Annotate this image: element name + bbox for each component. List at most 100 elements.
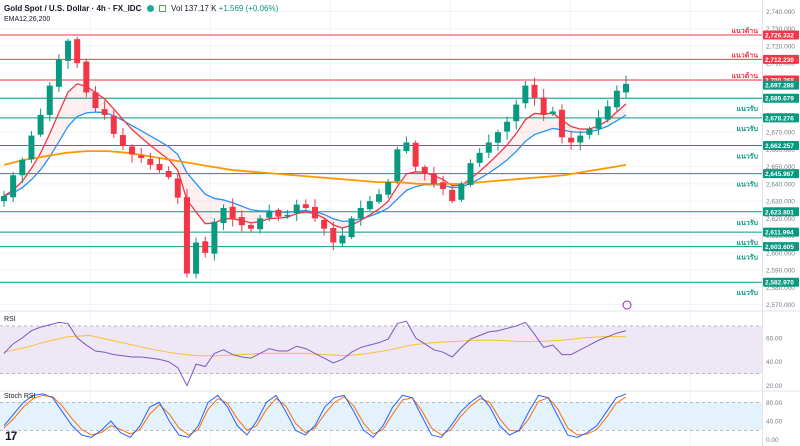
candle-body [165, 171, 172, 177]
price-axis[interactable]: 2,740.0002,730.0002,720.0002,710.0002,70… [763, 9, 799, 309]
rsi-line [3, 320, 627, 387]
candle-body [613, 90, 620, 108]
candle-body [568, 137, 575, 143]
support-name: แนวรับ [737, 105, 759, 113]
candle-body [394, 149, 401, 182]
resistance-name: แนวต้าน [732, 71, 759, 80]
candle-body [430, 173, 437, 184]
ema200-line [3, 150, 627, 185]
candle-body [494, 132, 501, 143]
candle-body [101, 109, 108, 115]
price-tick-label: 2,710.000 [766, 61, 795, 68]
visibility-icon[interactable] [158, 5, 166, 12]
ema-indicator-label[interactable]: EMA12,26,200 [4, 16, 51, 23]
support-resistance-levels: แนวต้านแนวต้านแนวต้านแนวรับแนวรับแนวรับแ… [0, 26, 762, 297]
price-level-label: 2,712.230 [765, 57, 794, 64]
candle-body [92, 92, 99, 108]
price-level-badge [763, 242, 799, 252]
price-level-badge [763, 227, 799, 237]
candle-body [586, 128, 593, 135]
candle-body [577, 135, 584, 143]
price-level-badge [763, 277, 799, 287]
candle-body [147, 158, 154, 165]
candle-body [421, 166, 428, 174]
rsi-band [0, 325, 762, 374]
candle-body [403, 142, 410, 152]
rsi-pane[interactable]: 60.00 40.00 20.00 [0, 320, 783, 390]
candle-body [385, 182, 392, 195]
candle-body [595, 118, 602, 129]
price-level-label: 2,726.332 [765, 33, 794, 40]
candle-body [293, 204, 300, 214]
support-name: แนวรับ [737, 289, 759, 297]
support-name: แนวรับ [737, 239, 759, 247]
price-level-badge [763, 113, 799, 123]
support-name: แนวรับ [737, 181, 759, 189]
price-tick-label: 2,730.000 [766, 26, 795, 33]
price-tick-label: 2,630.000 [766, 199, 795, 206]
candle-body [174, 178, 181, 198]
rsi-ma-line [3, 334, 626, 357]
stoch-d-line [3, 394, 627, 436]
support-name: แนวรับ [737, 219, 759, 227]
price-tick-label: 2,660.000 [766, 147, 795, 154]
candle-body [604, 106, 611, 120]
price-level-label: 2,662.257 [765, 143, 794, 150]
candle-body [74, 39, 81, 64]
candle-body [183, 197, 190, 274]
candle-body [275, 209, 282, 217]
price-tick-label: 2,740.000 [766, 9, 795, 16]
candle-body [376, 194, 383, 202]
current-price-label: 2,697.288 [765, 83, 794, 90]
candle-body [284, 214, 291, 217]
candle-body [220, 208, 227, 224]
candle-body [37, 114, 44, 135]
candle-body [513, 104, 520, 122]
price-tick-label: 2,650.000 [766, 164, 795, 171]
candle-body [247, 225, 254, 229]
candle-body [540, 97, 547, 115]
stoch-band [0, 402, 762, 431]
price-level-badge [763, 30, 799, 40]
candle-body [549, 111, 556, 114]
ema-cloud [4, 83, 626, 229]
candle-body [202, 241, 209, 253]
candle-body [476, 152, 483, 163]
candle-body [257, 218, 264, 230]
candle-body [339, 235, 346, 244]
stoch-rsi-pane[interactable]: 80.00 40.00 0.00 [0, 393, 783, 444]
price-tick-label: 2,570.000 [766, 302, 795, 309]
candle-body [467, 163, 474, 185]
candle-body [357, 208, 364, 219]
price-level-badge [763, 169, 799, 179]
current-price-badge [763, 80, 799, 90]
resistance-name: แนวต้าน [732, 26, 759, 35]
candlesticks[interactable] [1, 36, 629, 279]
support-name: แนวรับ [737, 125, 759, 133]
candle-body [193, 242, 200, 274]
price-level-label: 2,603.605 [765, 244, 794, 251]
price-tick-label: 2,580.000 [766, 285, 795, 292]
symbol-title[interactable]: Gold Spot / U.S. Dollar · 4h · FX_IDC [4, 4, 142, 13]
stoch-rsi-pane-label[interactable]: Stoch RSI [4, 393, 36, 400]
change-readout: +1.569 (+0.06%) [218, 4, 279, 13]
candle-body [485, 142, 492, 153]
candle-body [83, 61, 90, 93]
candle-body [28, 135, 35, 160]
candle-body [238, 217, 245, 226]
candle-body [623, 83, 629, 93]
stoch-tick-label: 0.00 [766, 437, 779, 444]
price-level-badge [763, 140, 799, 150]
support-name: แนวรับ [737, 152, 759, 160]
candle-body [55, 59, 62, 87]
price-tick-label: 2,640.000 [766, 181, 795, 188]
candle-body [366, 201, 373, 210]
candle-body [449, 189, 456, 202]
resistance-name: แนวต้าน [732, 50, 759, 59]
candle-body [119, 135, 126, 146]
candle-body [10, 175, 17, 198]
price-level-badge [763, 207, 799, 217]
rsi-pane-label[interactable]: RSI [4, 316, 16, 323]
